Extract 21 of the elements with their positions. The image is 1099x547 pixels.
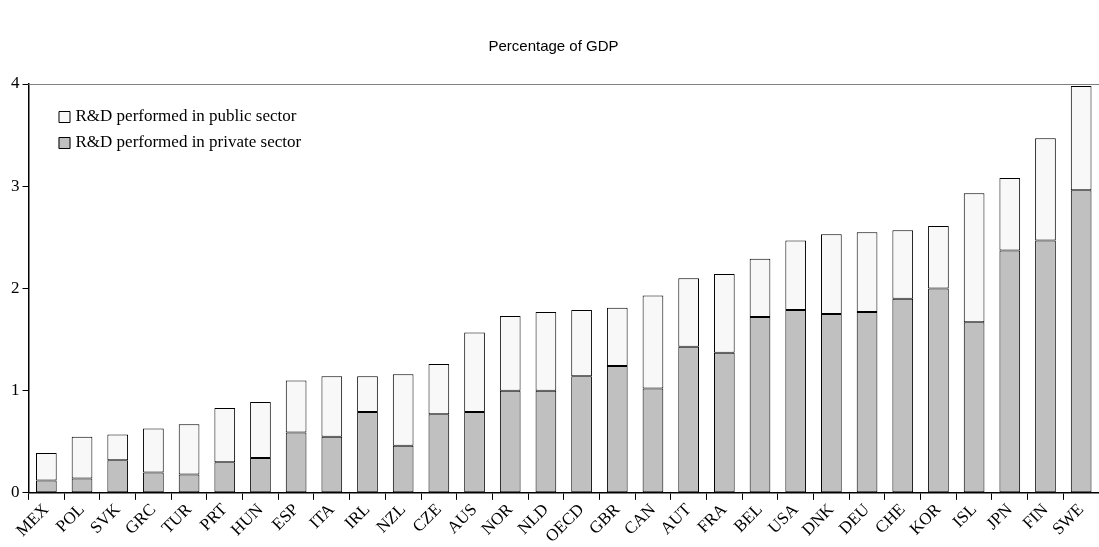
y-tick-label: 2 [11,277,20,297]
y-tick-label: 3 [11,175,20,195]
x-tick-label: TUR [157,499,196,538]
legend-label: R&D performed in private sector [75,132,302,152]
legend-label: R&D performed in public sector [75,106,297,126]
x-tick-label: ITA [305,499,339,533]
x-tick-label: CZE [408,499,445,536]
x-tick-label: JPN [982,499,1016,534]
x-tick-label: ISL [948,499,981,532]
x-tick-label: BEL [729,499,766,536]
x-tick-label: POL [51,499,89,536]
x-tick-label: GBR [585,499,624,538]
y-tick-label: 0 [11,482,20,502]
x-tick-label: IRL [340,499,374,533]
y-tick-label: 4 [11,73,20,93]
x-tick-label: FIN [1018,499,1052,533]
x-tick-label: FRA [693,499,731,537]
chart-title: Percentage of GDP [488,37,619,55]
y-tick-label: 1 [11,380,20,400]
x-tick-label: ESP [267,499,303,534]
x-tick-label: NZL [372,499,410,537]
